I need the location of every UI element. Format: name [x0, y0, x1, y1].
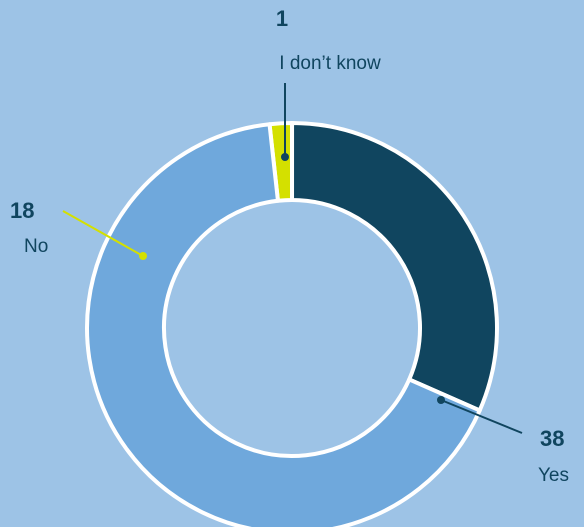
donut-slices [85, 120, 499, 527]
category-label-yes: Yes [538, 465, 569, 486]
category-label-i-don-t-know: I don’t know [279, 53, 381, 74]
category-label-no: No [24, 236, 48, 257]
leader-line-yes [440, 399, 523, 434]
leader-dot-yes [437, 396, 445, 404]
value-label-no: 18 [10, 198, 34, 223]
leader-lines [62, 83, 523, 434]
leader-line-no [62, 210, 144, 257]
value-label-yes: 38 [540, 426, 564, 451]
value-label-i-don-t-know: 1 [276, 6, 288, 31]
leader-dot-i-don-t-know [281, 153, 289, 161]
slice-labels: 1 I don’t know 18 No 38 Yes [10, 6, 569, 486]
leader-dot-no [139, 252, 147, 260]
slice-no [290, 121, 499, 413]
slice-yes [85, 122, 482, 527]
